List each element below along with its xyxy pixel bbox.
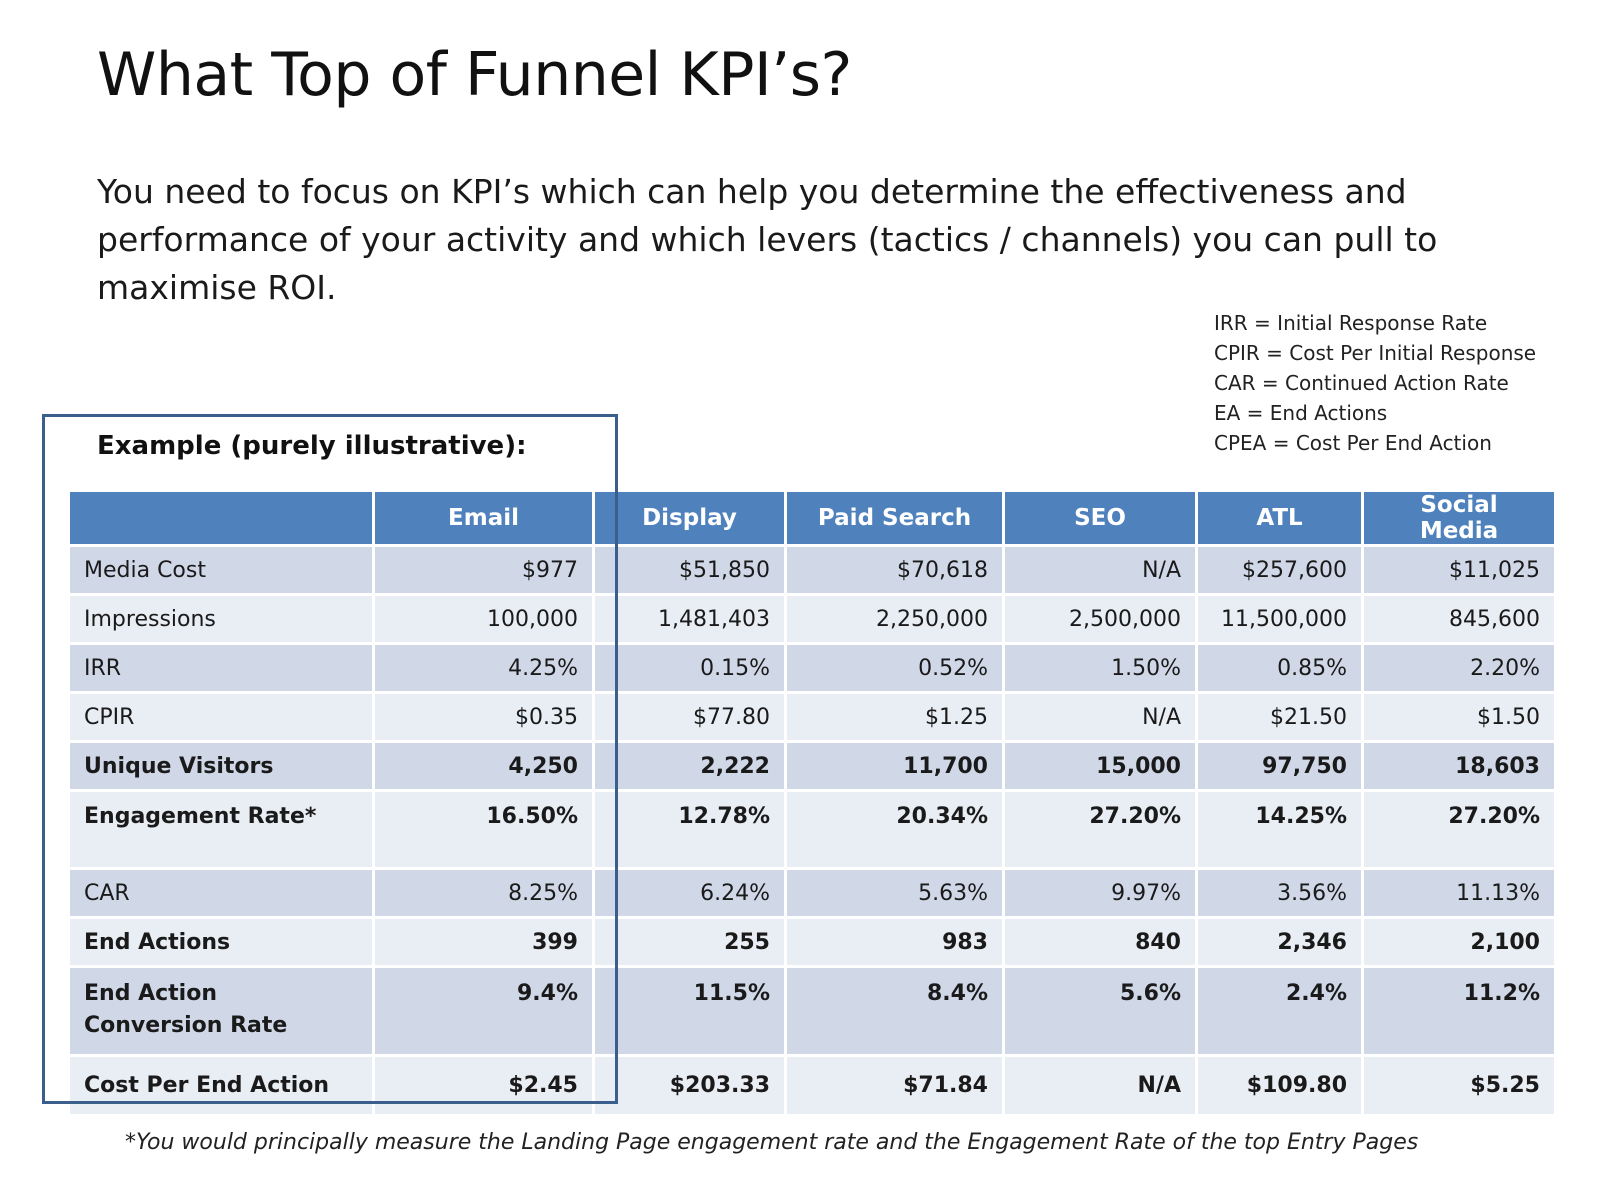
cell: 8.4% [787,968,1002,1057]
cell: 27.20% [1005,792,1195,870]
cell: 9.97% [1005,870,1195,919]
cell: 100,000 [375,596,592,645]
table-row: End Actions 399 255 983 840 2,346 2,100 [70,919,1554,968]
legend-item: CPEA = Cost Per End Action [1214,431,1492,455]
table-row: Media Cost $977 $51,850 $70,618 N/A $257… [70,547,1554,596]
cell: 11.5% [595,968,784,1057]
row-label: Impressions [70,596,372,645]
row-label: Engagement Rate* [70,792,372,870]
cell: 8.25% [375,870,592,919]
cell: 18,603 [1364,743,1554,792]
cell: 845,600 [1364,596,1554,645]
cell: 11.13% [1364,870,1554,919]
cell: 6.24% [595,870,784,919]
cell: N/A [1005,1057,1195,1117]
cell: 11,700 [787,743,1002,792]
table-header-row: Email Display Paid Search SEO ATL Social… [70,492,1554,547]
row-label: IRR [70,645,372,694]
cell: 2,250,000 [787,596,1002,645]
cell: $1.25 [787,694,1002,743]
cell: 2,346 [1198,919,1361,968]
header-email: Email [375,492,592,547]
row-label: CAR [70,870,372,919]
cell: N/A [1005,547,1195,596]
cell: 11,500,000 [1198,596,1361,645]
legend-item: IRR = Initial Response Rate [1214,311,1488,335]
header-paid-search: Paid Search [787,492,1002,547]
row-label: Unique Visitors [70,743,372,792]
cell: 97,750 [1198,743,1361,792]
cell: 3.56% [1198,870,1361,919]
legend-item: CPIR = Cost Per Initial Response [1214,341,1537,365]
example-label: Example (purely illustrative): [97,431,527,461]
cell: 2,222 [595,743,784,792]
cell: 0.52% [787,645,1002,694]
cell: $70,618 [787,547,1002,596]
cell: $71.84 [787,1057,1002,1117]
cell: $2.45 [375,1057,592,1117]
legend-item: CAR = Continued Action Rate [1214,371,1509,395]
header-seo: SEO [1005,492,1195,547]
cell: $109.80 [1198,1057,1361,1117]
cell: 11.2% [1364,968,1554,1057]
header-atl: ATL [1198,492,1361,547]
cell: 27.20% [1364,792,1554,870]
cell: 0.15% [595,645,784,694]
cell: 840 [1005,919,1195,968]
table-row: Engagement Rate* 16.50% 12.78% 20.34% 27… [70,792,1554,870]
cell: 2,500,000 [1005,596,1195,645]
cell: 14.25% [1198,792,1361,870]
cell: 0.85% [1198,645,1361,694]
cell: 12.78% [595,792,784,870]
cell: 5.63% [787,870,1002,919]
table-row: CPIR $0.35 $77.80 $1.25 N/A $21.50 $1.50 [70,694,1554,743]
cell: 4.25% [375,645,592,694]
footnote: *You would principally measure the Landi… [125,1130,1419,1155]
row-label: Cost Per End Action [70,1057,372,1117]
table-row: CAR 8.25% 6.24% 5.63% 9.97% 3.56% 11.13% [70,870,1554,919]
cell: $1.50 [1364,694,1554,743]
cell: $21.50 [1198,694,1361,743]
kpi-table: Email Display Paid Search SEO ATL Social… [67,492,1557,1117]
intro-paragraph: You need to focus on KPI’s which can hel… [97,172,1438,307]
table-row: Unique Visitors 4,250 2,222 11,700 15,00… [70,743,1554,792]
cell: 9.4% [375,968,592,1057]
legend-item: EA = End Actions [1214,401,1388,425]
cell: $11,025 [1364,547,1554,596]
cell: 20.34% [787,792,1002,870]
cell: 5.6% [1005,968,1195,1057]
cell: $5.25 [1364,1057,1554,1117]
header-blank [70,492,372,547]
header-social-media: Social Media [1364,492,1554,547]
table-row: End Action Conversion Rate 9.4% 11.5% 8.… [70,968,1554,1057]
row-label: CPIR [70,694,372,743]
cell: 2.4% [1198,968,1361,1057]
cell: 983 [787,919,1002,968]
abbreviation-legend: IRR = Initial Response Rate CPIR = Cost … [1214,308,1536,458]
table-row: Impressions 100,000 1,481,403 2,250,000 … [70,596,1554,645]
cell: $203.33 [595,1057,784,1117]
slide-title: What Top of Funnel KPI’s? [97,40,852,110]
cell: $0.35 [375,694,592,743]
cell: 15,000 [1005,743,1195,792]
cell: $51,850 [595,547,784,596]
cell: 1,481,403 [595,596,784,645]
cell: 399 [375,919,592,968]
cell: 2.20% [1364,645,1554,694]
cell: 16.50% [375,792,592,870]
row-label: End Actions [70,919,372,968]
cell: 1.50% [1005,645,1195,694]
cell: N/A [1005,694,1195,743]
row-label: Media Cost [70,547,372,596]
cell: 255 [595,919,784,968]
cell: 4,250 [375,743,592,792]
header-display: Display [595,492,784,547]
row-label: End Action Conversion Rate [70,968,372,1057]
table-row: Cost Per End Action $2.45 $203.33 $71.84… [70,1057,1554,1117]
cell: 2,100 [1364,919,1554,968]
cell: $257,600 [1198,547,1361,596]
cell: $77.80 [595,694,784,743]
table-row: IRR 4.25% 0.15% 0.52% 1.50% 0.85% 2.20% [70,645,1554,694]
cell: $977 [375,547,592,596]
